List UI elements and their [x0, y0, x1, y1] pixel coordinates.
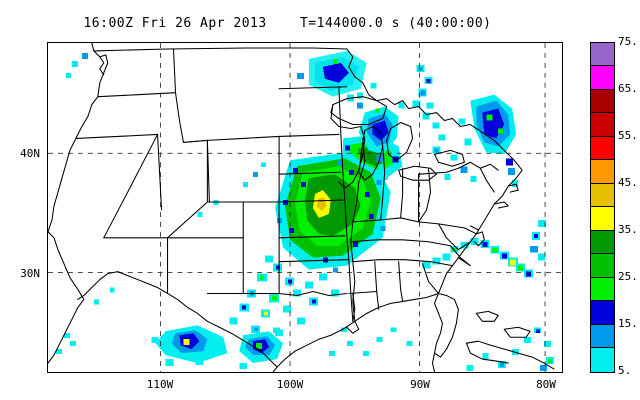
map-canvas: [48, 43, 562, 372]
colorbar-band-20-25: [591, 277, 614, 302]
x-axis-tick-80w: 80W: [536, 378, 556, 391]
colorbar-band-45-50: [591, 160, 614, 184]
echo-upper-midwest: [297, 50, 377, 99]
echo-florida-straits: [466, 327, 555, 372]
colorbar-tick-55: 55.: [618, 128, 638, 142]
colorbar-tick-45: 45.: [618, 175, 638, 189]
radar-echo-layer: [55, 50, 555, 372]
colorbar-tick-65: 65.: [618, 81, 638, 95]
colorbar-band-50-55: [591, 136, 614, 161]
echo-ontario-band: [412, 64, 446, 154]
echo-gulf-scatter: [328, 327, 413, 357]
colorbar-band-15-20: [591, 301, 614, 325]
echo-carolina-band: [422, 219, 547, 278]
colorbar-band-65-70: [591, 66, 614, 90]
echo-new-england: [444, 94, 519, 188]
colorbar-band-60-65: [591, 89, 614, 114]
colorbar-tick-5: 5.: [618, 363, 632, 377]
x-axis-tick-110w: 110W: [146, 378, 174, 391]
map-linework: [48, 43, 555, 372]
colorbar-band-10-15: [591, 324, 614, 349]
colorbar-band-40-45: [591, 183, 614, 208]
colorbar-tick-15: 15.: [618, 316, 638, 330]
map-plot-panel: [47, 42, 563, 373]
x-axis-tick-90w: 90W: [410, 378, 430, 391]
colorbar-band-25-30: [591, 254, 614, 278]
colorbar-band-30-35: [591, 230, 614, 255]
echo-pacific-northwest: [65, 52, 88, 78]
chart-title: 16:00Z Fri 26 Apr 2013 T=144000.0 s (40:…: [83, 16, 492, 31]
colorbar-band-5-10: [591, 348, 614, 372]
colorbar-tick-35: 35.: [618, 222, 638, 236]
reflectivity-colorbar: [590, 42, 615, 373]
echo-west-texas: [151, 325, 228, 367]
colorbar-band-35-40: [591, 207, 614, 231]
colorbar-tick-75: 75.: [618, 35, 638, 48]
y-axis-tick-40n: 40N: [20, 147, 40, 160]
lat-lon-gridlines: [48, 43, 562, 372]
echo-mid-mississippi-valley: [275, 152, 391, 273]
colorbar-band-55-60: [591, 113, 614, 137]
echo-texas-coast: [239, 327, 284, 370]
colorbar-band-70-75: [591, 43, 614, 67]
x-axis-tick-100w: 100W: [276, 378, 304, 391]
colorbar-tick-25: 25.: [618, 269, 638, 283]
y-axis-tick-30n: 30N: [20, 267, 40, 280]
